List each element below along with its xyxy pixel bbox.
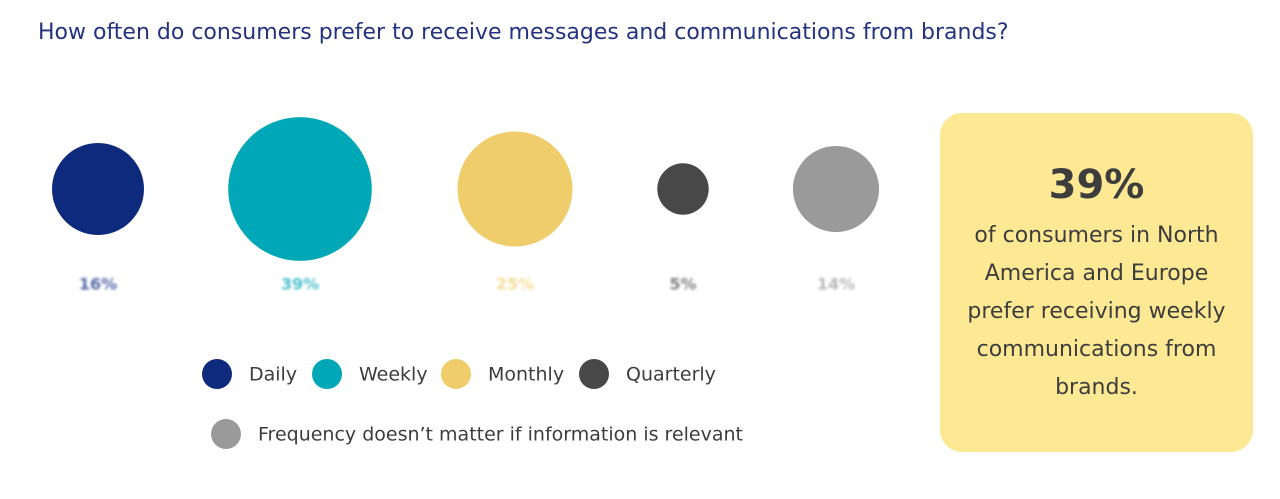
chart: 16% 39% 25% 5% 14% Daily Weekly Monthly Quarterl…: [52, 117, 880, 449]
legend-swatch: [211, 419, 241, 449]
value-label: 25%: [496, 275, 534, 294]
callout-text: of consumers in North America and Europe…: [967, 223, 1226, 400]
legend-swatch: [441, 359, 471, 389]
callout: 39% of consumers in North America and Eu…: [940, 113, 1253, 452]
legend-swatch: [202, 359, 232, 389]
value-label: 5%: [669, 275, 696, 294]
legend-label: Weekly: [359, 364, 428, 386]
legend-label: Daily: [249, 364, 297, 386]
bubble: [657, 163, 709, 215]
callout-highlight: 39%: [1048, 162, 1145, 208]
value-label: 16%: [79, 275, 117, 294]
bubble: [792, 145, 880, 233]
legend-swatch: [579, 359, 609, 389]
chart-title: How often do consumers prefer to receive…: [38, 20, 1009, 45]
bubble: [457, 131, 573, 247]
value-label: 14%: [817, 275, 855, 294]
bubble: [228, 117, 372, 261]
value-label: 39%: [281, 275, 319, 294]
legend-label: Monthly: [488, 364, 564, 386]
legend-label: Quarterly: [626, 364, 716, 386]
bubble: [52, 143, 144, 235]
legend-label: Frequency doesn’t matter if information …: [258, 424, 743, 446]
legend-swatch: [312, 359, 342, 389]
